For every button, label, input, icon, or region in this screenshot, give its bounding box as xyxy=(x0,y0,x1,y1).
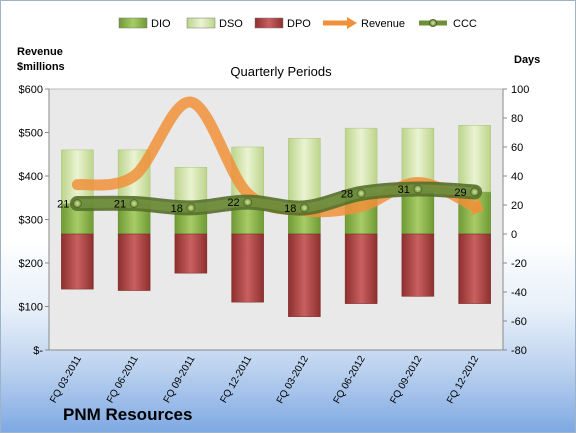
legend-label: DPO xyxy=(287,18,311,30)
left-axis-tick-label: $200 xyxy=(19,258,43,270)
legend-arrow-revenue xyxy=(347,17,357,29)
ccc-data-label: 21 xyxy=(114,199,126,211)
bar-dpo xyxy=(231,233,264,303)
bar-dpo xyxy=(174,233,208,274)
ccc-data-label: 18 xyxy=(171,203,183,215)
legend-swatch-dio xyxy=(118,17,148,29)
legend-swatch-dpo xyxy=(254,17,284,29)
right-axis-tick-label: -20 xyxy=(511,258,527,270)
ccc-point xyxy=(129,199,139,208)
ccc-point xyxy=(186,203,196,213)
revenue-arrowhead xyxy=(470,197,484,216)
bar-dpo xyxy=(401,233,435,297)
ccc-point xyxy=(72,199,82,208)
left-axis-tick-label: $500 xyxy=(19,128,43,140)
x-axis-tick-label: FQ 06-2011 xyxy=(105,354,141,405)
left-axis-tick-label: $600 xyxy=(19,84,43,96)
ccc-data-label: 31 xyxy=(398,184,410,196)
bar-dpo xyxy=(344,233,378,304)
left-axis-tick-label: $100 xyxy=(19,302,43,314)
company-name: PNM Resources xyxy=(63,405,193,424)
legend-label: DIO xyxy=(151,18,171,30)
bar-dso xyxy=(288,138,321,209)
right-axis-tick-label: 100 xyxy=(511,84,529,96)
right-axis-tick-label: -80 xyxy=(511,345,527,357)
ccc-point xyxy=(243,197,253,207)
legend-swatch-dso xyxy=(186,17,216,29)
chart-title: Quarterly Periods xyxy=(230,64,332,79)
x-axis-tick-label: FQ 12-2011 xyxy=(218,354,254,405)
ccc-line-highlight xyxy=(72,184,480,213)
x-axis-tick-label: FQ 03-2011 xyxy=(48,354,84,405)
ccc-data-label: 22 xyxy=(227,197,239,209)
x-axis-tick-label: FQ 12-2012 xyxy=(445,354,481,406)
right-axis-tick-label: 80 xyxy=(511,113,523,125)
ccc-point xyxy=(356,188,366,198)
left-axis-title-line1: Revenue xyxy=(17,46,63,58)
right-axis-tick-label: 60 xyxy=(511,142,523,154)
right-axis-tick-label: 40 xyxy=(511,171,523,183)
bar-dso xyxy=(458,125,491,193)
right-axis-title: Days xyxy=(514,54,540,66)
x-axis-tick-label: FQ 03-2012 xyxy=(275,354,311,406)
ccc-data-label: 18 xyxy=(284,203,296,215)
right-axis-tick-label: -60 xyxy=(511,316,527,328)
left-axis-tick-label: $- xyxy=(33,345,43,357)
ccc-data-label: 28 xyxy=(341,188,353,200)
bar-dpo xyxy=(117,233,151,291)
bar-dpo xyxy=(458,233,491,304)
legend-marker-ccc xyxy=(429,19,437,27)
ccc-point xyxy=(299,203,309,213)
right-axis-tick-label: -40 xyxy=(511,287,527,299)
left-axis-title-line2: $millions xyxy=(17,61,65,73)
ccc-data-label: 21 xyxy=(57,199,69,211)
legend-label: DSO xyxy=(219,18,243,30)
x-axis-tick-label: FQ 09-2012 xyxy=(388,354,424,406)
bar-dso xyxy=(61,149,94,204)
bar-dpo xyxy=(288,233,321,317)
left-axis-tick-label: $300 xyxy=(19,215,43,227)
ccc-point xyxy=(413,184,423,194)
x-axis-tick-label: FQ 09-2011 xyxy=(162,354,198,405)
right-axis-tick-label: 0 xyxy=(511,229,517,241)
legend-label: Revenue xyxy=(361,18,405,30)
left-axis-tick-label: $400 xyxy=(19,171,43,183)
ccc-data-label: 29 xyxy=(454,187,466,199)
legend-label: CCC xyxy=(453,18,477,30)
x-axis-tick-label: FQ 06-2012 xyxy=(332,354,368,406)
plot-area xyxy=(48,88,504,351)
ccc-point xyxy=(470,187,480,197)
bar-dso xyxy=(344,127,378,194)
bar-dpo xyxy=(61,233,94,290)
right-axis-tick-label: 20 xyxy=(511,200,523,212)
